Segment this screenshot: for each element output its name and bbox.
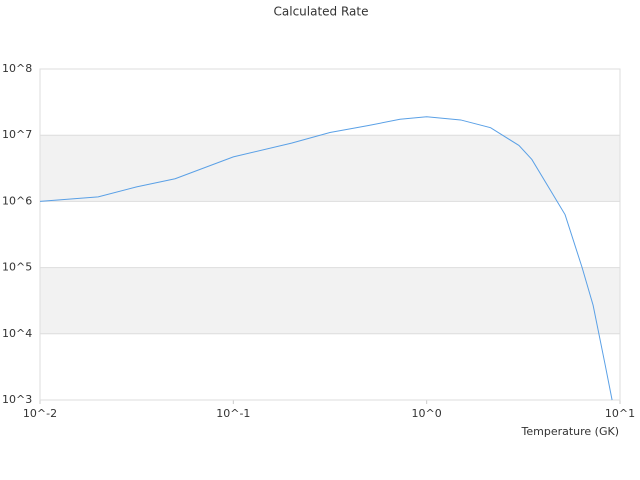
chart-title: Calculated Rate [274, 5, 369, 19]
line-series [39, 116, 613, 401]
y-tick-label: 10^7 [2, 128, 32, 141]
y-tick-label: 10^4 [2, 327, 32, 340]
x-axis-label: Temperature (GK) [521, 425, 620, 438]
y-tick-label: 10^3 [2, 393, 32, 406]
x-tick-label: 10^1 [605, 407, 635, 420]
y-tick-label: 10^8 [2, 62, 32, 75]
band [40, 267, 620, 334]
band [40, 135, 620, 202]
x-tick-label: 10^0 [412, 407, 442, 420]
y-tick-label: 10^6 [2, 194, 32, 207]
x-tick-label: 10^-1 [216, 407, 250, 420]
y-tick-label: 10^5 [2, 261, 32, 274]
plot-frame [39, 68, 621, 401]
x-tick-label: 10^-2 [23, 407, 57, 420]
